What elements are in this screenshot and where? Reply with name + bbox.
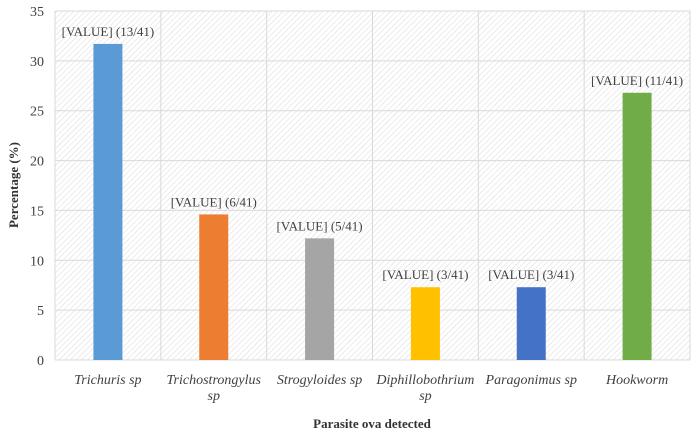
y-axis-label: Percentage (%) xyxy=(6,142,21,228)
x-tick-label: Strogyloides sp xyxy=(277,373,362,388)
y-tick-label: 0 xyxy=(37,354,44,369)
data-label: [VALUE] (3/41) xyxy=(382,267,468,282)
y-tick-label: 10 xyxy=(30,254,44,269)
y-tick-label: 25 xyxy=(30,105,44,120)
x-axis-label: Parasite ova detected xyxy=(313,416,431,431)
data-label: [VALUE] (3/41) xyxy=(488,267,574,282)
x-tick-label: Trichuris sp xyxy=(74,373,141,388)
bar xyxy=(93,43,123,361)
x-tick-label: Trichostrongylus xyxy=(167,373,262,388)
data-label: [VALUE] (5/41) xyxy=(277,218,363,233)
bar xyxy=(622,92,652,360)
x-tick-label: Hookworm xyxy=(605,373,668,388)
x-tick-label: sp xyxy=(419,389,431,404)
y-tick-label: 30 xyxy=(30,55,44,70)
x-tick-label: Paragonimus sp xyxy=(485,373,577,388)
data-label: [VALUE] (6/41) xyxy=(171,194,257,209)
bar xyxy=(305,238,335,360)
y-tick-label: 20 xyxy=(30,155,44,170)
data-label: [VALUE] (11/41) xyxy=(591,73,683,88)
x-tick-label: Diphillobothrium xyxy=(375,373,474,388)
bar xyxy=(516,287,546,360)
y-tick-label: 5 xyxy=(37,304,44,319)
data-label: [VALUE] (13/41) xyxy=(62,24,155,39)
y-tick-label: 15 xyxy=(30,204,44,219)
bar xyxy=(199,214,229,360)
x-tick-label: sp xyxy=(208,389,220,404)
y-tick-label: 35 xyxy=(30,5,44,20)
bar xyxy=(410,287,440,360)
